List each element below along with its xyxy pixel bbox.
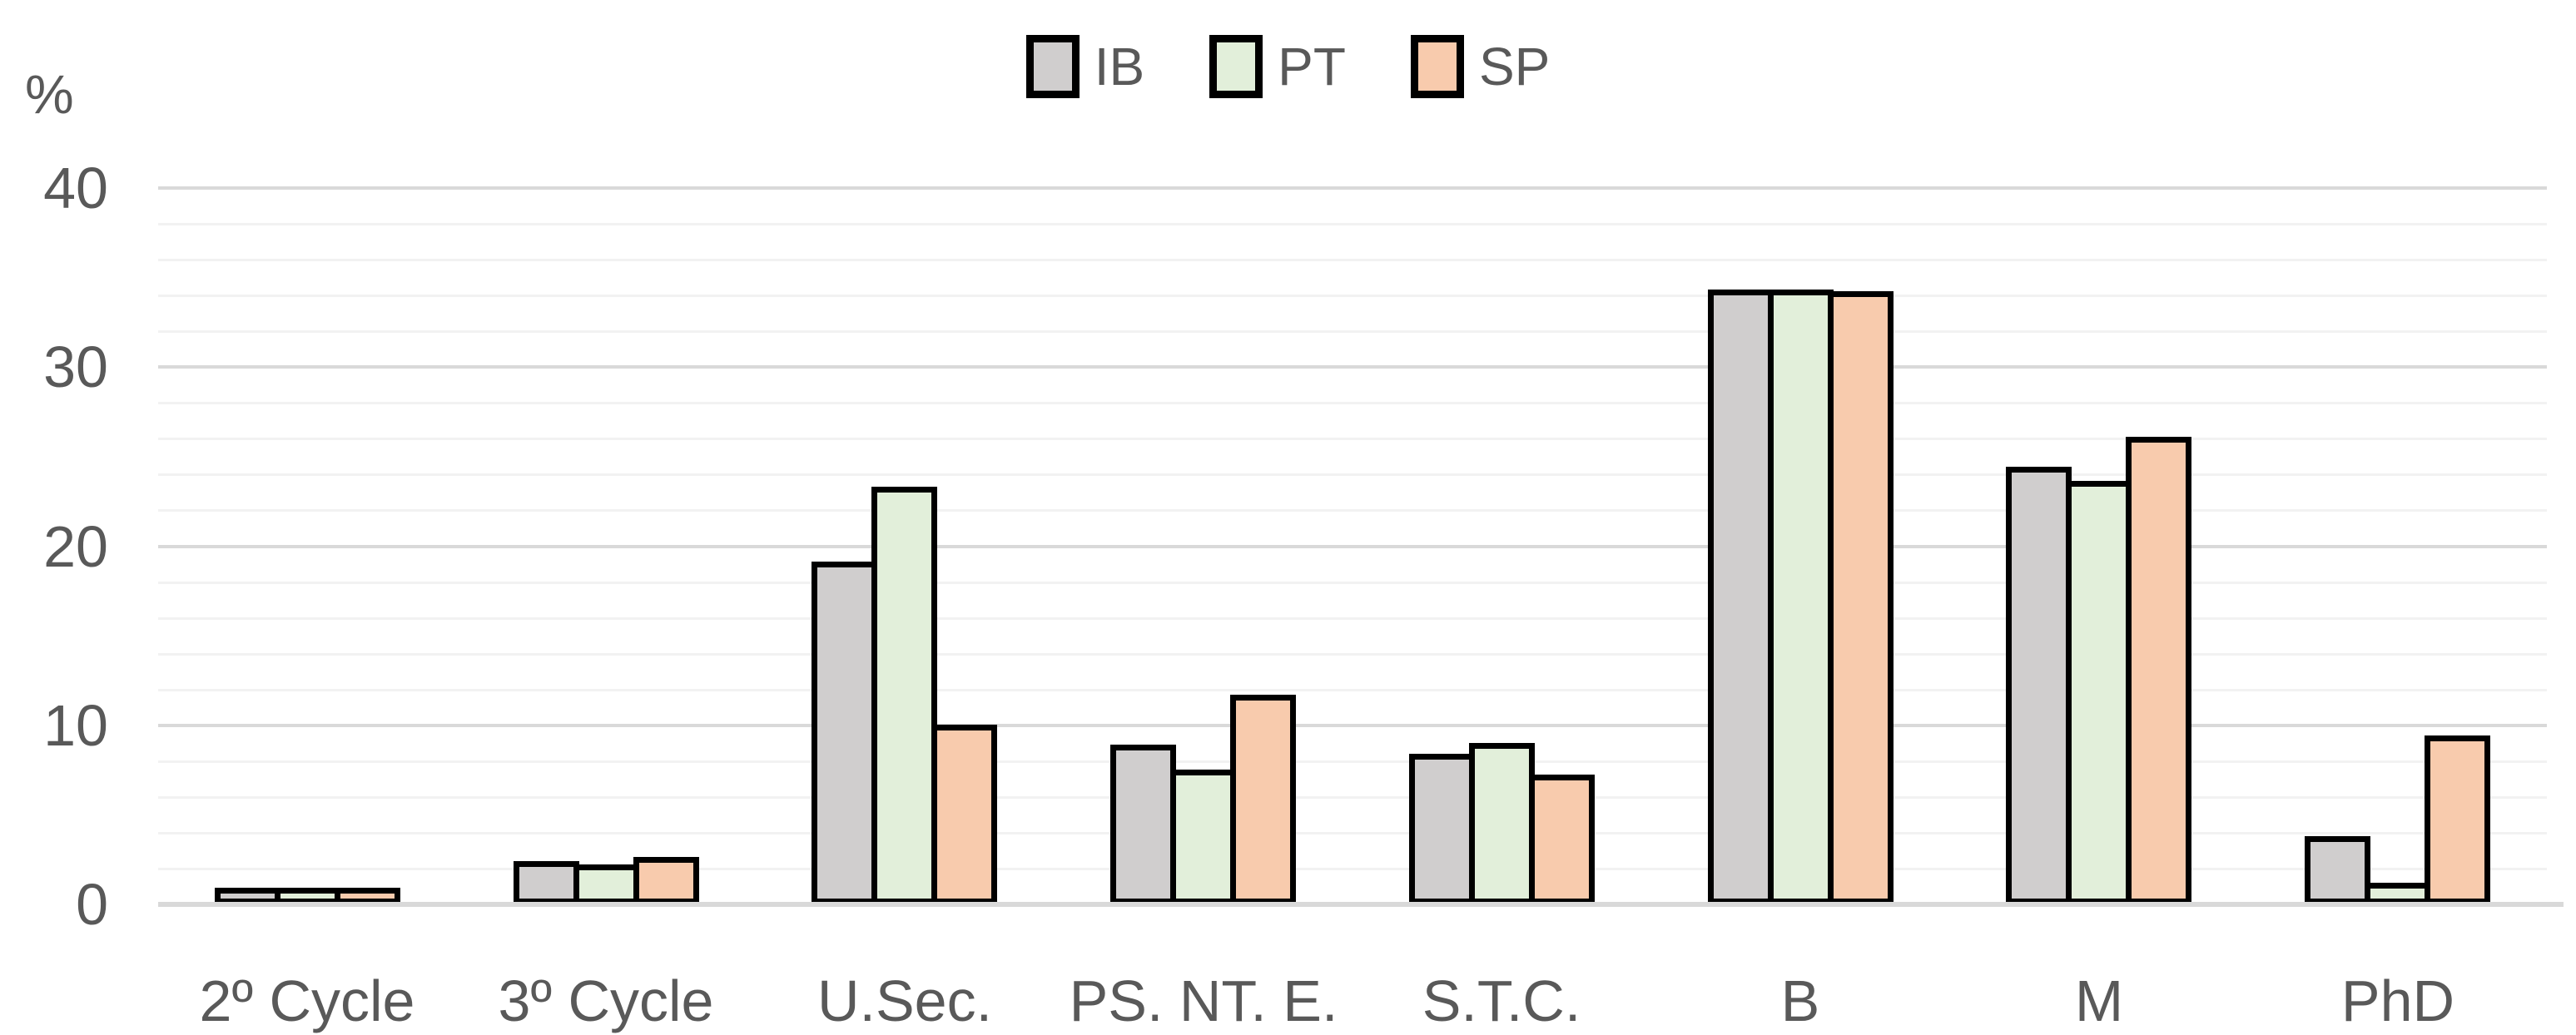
minor-gridline — [158, 473, 2547, 476]
bar-SP — [2425, 735, 2490, 904]
minor-gridline — [158, 689, 2547, 691]
bar-PT — [2066, 481, 2132, 904]
minor-gridline — [158, 760, 2547, 763]
chart-legend: IB PT SP — [0, 28, 2576, 105]
minor-gridline — [158, 295, 2547, 297]
y-axis-tick-label: 20 — [43, 514, 108, 579]
major-gridline — [158, 724, 2547, 727]
bar-SP — [1230, 695, 1296, 904]
bar-PT — [1768, 290, 1834, 904]
bar-PT — [1469, 743, 1535, 904]
bar-PT — [871, 487, 937, 904]
bar-IB — [2006, 467, 2072, 904]
bar-IB — [812, 562, 877, 904]
minor-gridline — [158, 402, 2547, 404]
y-axis-unit-label: % — [25, 63, 74, 125]
legend-label-PT: PT — [1278, 37, 1346, 97]
legend-item-SP: SP — [1410, 35, 1551, 98]
legend-label-IB: IB — [1094, 37, 1145, 97]
legend-item-IB: IB — [1025, 35, 1145, 98]
x-axis-category-label: PS. NT. E. — [1069, 968, 1338, 1033]
x-axis-category-label: 3º Cycle — [498, 968, 714, 1033]
minor-gridline — [158, 223, 2547, 225]
bar-SP — [335, 888, 400, 904]
bar-SP — [633, 857, 699, 904]
minor-gridline — [158, 832, 2547, 834]
bar-IB — [514, 861, 579, 904]
minor-gridline — [158, 653, 2547, 656]
minor-gridline — [158, 259, 2547, 261]
legend-label-SP: SP — [1478, 37, 1551, 97]
y-axis-tick-label: 30 — [43, 334, 108, 399]
bar-SP — [1828, 291, 1894, 904]
legend-swatch-IB — [1025, 35, 1080, 98]
x-axis-category-label: B — [1780, 968, 1820, 1033]
bar-IB — [1708, 290, 1774, 904]
major-gridline — [158, 545, 2547, 548]
x-axis-category-label: 2º Cycle — [199, 968, 415, 1033]
minor-gridline — [158, 509, 2547, 512]
bar-IB — [2305, 836, 2370, 904]
x-axis-category-label: U.Sec. — [816, 968, 993, 1033]
major-gridline — [158, 365, 2547, 369]
x-axis-category-label: M — [2074, 968, 2124, 1033]
bar-IB — [1110, 745, 1176, 904]
major-gridline — [158, 186, 2547, 190]
bar-SP — [931, 725, 997, 904]
bar-PT — [1170, 770, 1236, 904]
legend-swatch-SP — [1410, 35, 1464, 98]
bar-IB — [1409, 754, 1475, 904]
minor-gridline — [158, 438, 2547, 440]
bar-SP — [1529, 775, 1595, 904]
legend-swatch-PT — [1209, 35, 1263, 98]
bar-SP — [2126, 437, 2191, 904]
bar-PT — [573, 864, 639, 904]
minor-gridline — [158, 868, 2547, 870]
minor-gridline — [158, 582, 2547, 584]
x-axis-category-label: S.T.C. — [1422, 968, 1581, 1033]
minor-gridline — [158, 617, 2547, 620]
y-axis-tick-label: 40 — [43, 156, 108, 220]
y-axis-tick-label: 10 — [43, 693, 108, 758]
minor-gridline — [158, 796, 2547, 799]
y-axis-tick-label: 0 — [76, 872, 108, 937]
minor-gridline — [158, 330, 2547, 333]
x-axis-category-label: PhD — [2340, 968, 2455, 1033]
legend-item-PT: PT — [1209, 35, 1346, 98]
x-axis-line — [158, 902, 2564, 907]
